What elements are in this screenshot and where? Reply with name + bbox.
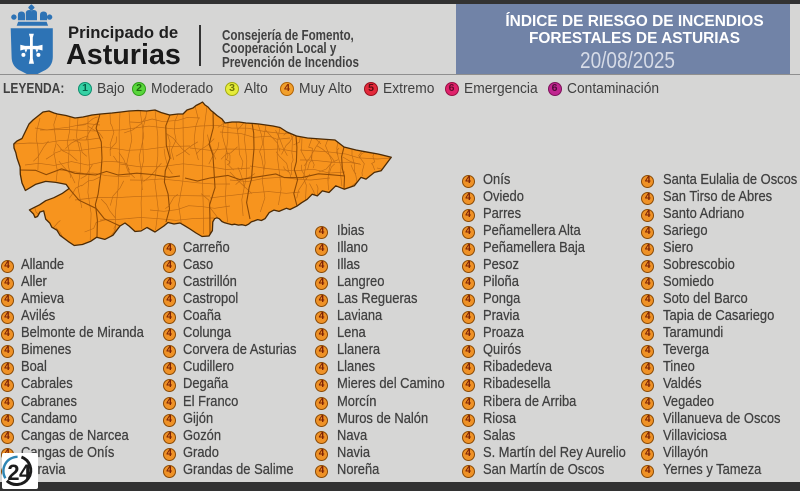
svg-text:24: 24 — [7, 460, 32, 485]
